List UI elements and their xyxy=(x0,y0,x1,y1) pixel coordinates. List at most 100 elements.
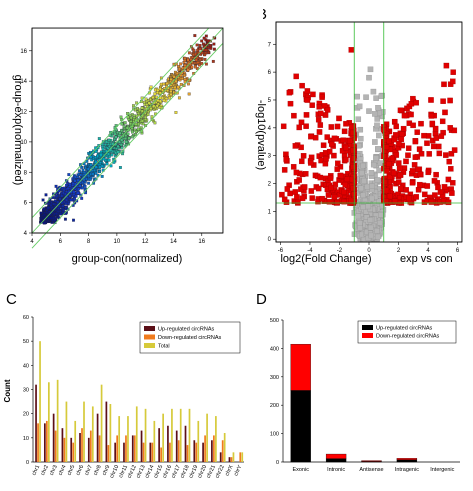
panel-b-point-sig xyxy=(322,160,329,167)
panel-b-point-sig xyxy=(391,118,398,125)
panel-c-bar xyxy=(186,445,189,462)
panel-b-point-sig xyxy=(413,100,419,106)
panel-c-bar xyxy=(70,437,73,462)
panel-a-point xyxy=(66,201,70,205)
panel-b-point-sig xyxy=(350,185,356,192)
panel-d-bars xyxy=(290,343,418,463)
panel-b-xtick-label: -6 xyxy=(278,248,284,254)
panel-c-bar xyxy=(175,430,178,462)
panel-b-point-sig xyxy=(397,107,404,114)
panel-b-point-sig xyxy=(422,191,428,198)
panel-a-point xyxy=(45,208,49,212)
panel-a-point xyxy=(86,167,90,171)
panel-a-point xyxy=(169,92,173,96)
panel-b-point-sig xyxy=(325,192,332,198)
panel-b-point-sig xyxy=(301,184,308,190)
panel-b-point-ns xyxy=(373,95,379,101)
panel-c-category-label: chr1 xyxy=(31,464,41,476)
panel-a-point xyxy=(64,192,67,196)
panel-a-point xyxy=(116,150,120,154)
panel-c-bar xyxy=(149,442,152,462)
panel-b-point-sig xyxy=(396,165,403,172)
panel-a-point xyxy=(65,183,68,187)
panel-c-category-label: chr17 xyxy=(171,464,182,479)
panel-a-point xyxy=(65,195,69,199)
panel-d-bar-segment xyxy=(396,458,418,460)
panel-a-point xyxy=(183,57,187,61)
panel-b-point-sig xyxy=(428,113,435,119)
panel-c-bar xyxy=(223,433,226,462)
panel-c-bar xyxy=(221,440,224,462)
panel-a-point xyxy=(193,65,197,69)
panel-b-point-sig xyxy=(383,187,390,194)
panel-b-point-sig xyxy=(440,98,446,104)
panel-a-point xyxy=(113,130,116,134)
panel-a-point xyxy=(74,194,78,198)
panel-b-point-sig xyxy=(412,154,419,160)
panel-b-point-sig xyxy=(343,144,349,151)
panel-a-point xyxy=(207,51,211,54)
panel-b-point-ns xyxy=(367,66,374,73)
panel-a-point xyxy=(59,210,62,213)
panel-a-point xyxy=(100,164,104,168)
panel-b-point-sig xyxy=(293,73,299,80)
panel-a-point xyxy=(47,202,51,206)
panel-a-point xyxy=(53,218,57,222)
panel-a-point xyxy=(200,39,204,43)
panel-a-point xyxy=(140,109,144,113)
panel-c-bar xyxy=(107,445,110,462)
panel-b-point-sig xyxy=(328,184,334,191)
panel-a-point xyxy=(159,82,163,86)
panel-c-category-label: chr16 xyxy=(162,464,173,479)
panel-c-bar xyxy=(56,379,59,462)
panel-b-point-sig xyxy=(425,133,432,139)
panel-c-bar xyxy=(142,442,145,462)
panel-c-legend-label: Down-regulated circRNAs xyxy=(158,335,222,341)
panel-b-point-ns xyxy=(374,228,380,234)
panel-b-point-sig xyxy=(384,168,390,174)
panel-c-legend-swatch xyxy=(144,334,155,340)
panel-a-point xyxy=(193,34,197,38)
panel-b-point-sig xyxy=(287,100,294,107)
panel-d-axes: 0 100 200 300 400 500 Exonic Intronic Antisense I… xyxy=(270,318,460,473)
panel-b-xtick-label: 0 xyxy=(367,248,371,254)
panel-a-point xyxy=(179,74,183,77)
panel-c-bar xyxy=(83,401,85,462)
panel-a-point xyxy=(49,216,53,220)
panel-c-bar xyxy=(133,435,136,462)
panel-b-point-sig xyxy=(283,156,290,163)
panel-b-point-sig xyxy=(442,109,448,116)
panel-a-point xyxy=(120,138,124,142)
panel-c-bar xyxy=(39,341,41,462)
panel-a-point xyxy=(118,166,122,169)
panel-a-point xyxy=(153,121,157,125)
panel-b-point-sig xyxy=(319,195,325,202)
panel-b-point-sig xyxy=(445,176,452,183)
panel-c-ytick-label: 50 xyxy=(23,339,29,345)
panel-b-point-sig xyxy=(451,147,458,153)
panel-d-ytick-label: 500 xyxy=(270,318,279,324)
panel-c-bar-chart: 0102030405060chr1chr2chr3chr4chr5chr6chr… xyxy=(3,315,244,479)
panel-b-point-sig xyxy=(299,158,305,165)
panel-a-point xyxy=(83,184,87,188)
panel-a-point xyxy=(162,98,166,102)
panel-b-point-sig xyxy=(304,97,311,103)
panel-c-bar xyxy=(116,435,119,462)
panel-a-point xyxy=(206,39,210,43)
panel-b-point-sig xyxy=(279,191,285,198)
panel-b-point-ns xyxy=(357,126,364,133)
panel-c-bar xyxy=(151,442,154,462)
panel-b-point-sig xyxy=(308,160,314,166)
panel-a-point xyxy=(51,196,55,200)
panel-a-point xyxy=(71,182,75,185)
panel-a-point xyxy=(131,130,134,134)
panel-a-point xyxy=(68,183,72,187)
panel-a-point xyxy=(120,122,124,126)
panel-a-point xyxy=(73,175,77,179)
panel-a-point xyxy=(81,186,84,190)
panel-c-category-label: chr9 xyxy=(102,464,112,476)
panel-a-point xyxy=(191,53,195,57)
panel-c-ytick-label: 30 xyxy=(23,388,29,394)
panel-a-point xyxy=(158,105,162,109)
panel-a-point xyxy=(100,174,104,178)
